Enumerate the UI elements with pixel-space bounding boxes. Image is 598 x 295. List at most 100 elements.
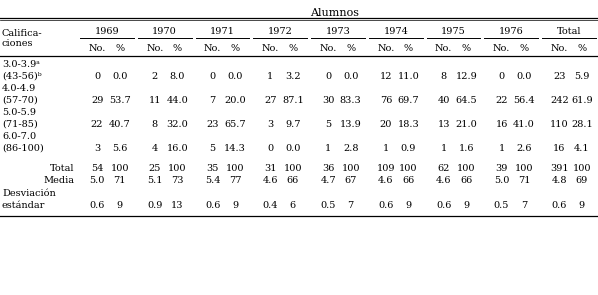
Text: 56.4: 56.4 — [513, 96, 535, 105]
Text: 100: 100 — [341, 164, 360, 173]
Text: 0.0: 0.0 — [285, 144, 301, 153]
Text: 5.9: 5.9 — [574, 72, 590, 81]
Text: 77: 77 — [229, 176, 242, 185]
Text: 6: 6 — [290, 201, 296, 210]
Text: 44.0: 44.0 — [166, 96, 188, 105]
Text: 39: 39 — [495, 164, 508, 173]
Text: 11: 11 — [148, 96, 161, 105]
Text: 100: 100 — [457, 164, 475, 173]
Text: 391: 391 — [550, 164, 569, 173]
Text: 1972: 1972 — [268, 27, 292, 36]
Text: 4.6: 4.6 — [263, 176, 278, 185]
Text: 0.6: 0.6 — [379, 201, 393, 210]
Text: Desviación: Desviación — [2, 189, 56, 198]
Text: 1971: 1971 — [210, 27, 235, 36]
Text: 28.1: 28.1 — [571, 120, 593, 129]
Text: ciones: ciones — [2, 39, 33, 48]
Text: 1975: 1975 — [441, 27, 466, 36]
Text: 0.4: 0.4 — [263, 201, 278, 210]
Text: 1976: 1976 — [499, 27, 524, 36]
Text: %: % — [346, 44, 355, 53]
Text: 61.9: 61.9 — [571, 96, 593, 105]
Text: 12: 12 — [380, 72, 392, 81]
Text: 23: 23 — [553, 72, 566, 81]
Text: 100: 100 — [111, 164, 129, 173]
Text: 1: 1 — [441, 144, 447, 153]
Text: 23: 23 — [206, 120, 219, 129]
Text: 100: 100 — [226, 164, 245, 173]
Text: 0: 0 — [325, 72, 331, 81]
Text: 9: 9 — [463, 201, 469, 210]
Text: 7: 7 — [521, 201, 527, 210]
Text: 0: 0 — [94, 72, 100, 81]
Text: 100: 100 — [572, 164, 591, 173]
Text: 29: 29 — [91, 96, 103, 105]
Text: 27: 27 — [264, 96, 277, 105]
Text: No.: No. — [146, 44, 163, 53]
Text: 83.3: 83.3 — [340, 96, 362, 105]
Text: 73: 73 — [171, 176, 184, 185]
Text: 32.0: 32.0 — [166, 120, 188, 129]
Text: 1: 1 — [325, 144, 331, 153]
Text: 0.6: 0.6 — [89, 201, 105, 210]
Text: No.: No. — [551, 44, 568, 53]
Text: 13: 13 — [171, 201, 184, 210]
Text: 71: 71 — [114, 176, 126, 185]
Text: 109: 109 — [377, 164, 395, 173]
Text: Califica-: Califica- — [2, 29, 42, 38]
Text: 2.8: 2.8 — [343, 144, 358, 153]
Text: 5.4: 5.4 — [205, 176, 221, 185]
Text: 1: 1 — [383, 144, 389, 153]
Text: 1969: 1969 — [94, 27, 119, 36]
Text: No.: No. — [204, 44, 221, 53]
Text: %: % — [288, 44, 297, 53]
Text: 21.0: 21.0 — [456, 120, 477, 129]
Text: 69: 69 — [576, 176, 588, 185]
Text: 0.0: 0.0 — [227, 72, 243, 81]
Text: 1: 1 — [267, 72, 273, 81]
Text: 110: 110 — [550, 120, 569, 129]
Text: 65.7: 65.7 — [224, 120, 246, 129]
Text: 4.6: 4.6 — [436, 176, 451, 185]
Text: %: % — [462, 44, 471, 53]
Text: (57-70): (57-70) — [2, 96, 38, 105]
Text: 0.5: 0.5 — [321, 201, 336, 210]
Text: 62: 62 — [438, 164, 450, 173]
Text: 100: 100 — [399, 164, 418, 173]
Text: No.: No. — [89, 44, 106, 53]
Text: 36: 36 — [322, 164, 334, 173]
Text: 0.5: 0.5 — [494, 201, 509, 210]
Text: %: % — [404, 44, 413, 53]
Text: 9: 9 — [579, 201, 585, 210]
Text: 4.1: 4.1 — [574, 144, 590, 153]
Text: 0: 0 — [209, 72, 216, 81]
Text: 11.0: 11.0 — [398, 72, 419, 81]
Text: 7: 7 — [209, 96, 216, 105]
Text: 100: 100 — [168, 164, 187, 173]
Text: Total: Total — [557, 27, 581, 36]
Text: 0.9: 0.9 — [401, 144, 416, 153]
Text: %: % — [173, 44, 182, 53]
Text: 4.7: 4.7 — [321, 176, 336, 185]
Text: (71-85): (71-85) — [2, 120, 38, 129]
Text: 14.3: 14.3 — [224, 144, 246, 153]
Text: 18.3: 18.3 — [398, 120, 419, 129]
Text: Alumnos: Alumnos — [310, 8, 359, 18]
Text: 1974: 1974 — [383, 27, 408, 36]
Text: 1970: 1970 — [152, 27, 177, 36]
Text: 40: 40 — [438, 96, 450, 105]
Text: 3: 3 — [94, 144, 100, 153]
Text: 20: 20 — [380, 120, 392, 129]
Text: 3.0-3.9ᵃ: 3.0-3.9ᵃ — [2, 60, 40, 69]
Text: 66: 66 — [402, 176, 414, 185]
Text: 13.9: 13.9 — [340, 120, 362, 129]
Text: 66: 66 — [460, 176, 472, 185]
Text: 1.6: 1.6 — [459, 144, 474, 153]
Text: 71: 71 — [518, 176, 530, 185]
Text: 4.8: 4.8 — [551, 176, 567, 185]
Text: 64.5: 64.5 — [456, 96, 477, 105]
Text: 100: 100 — [283, 164, 302, 173]
Text: 7: 7 — [347, 201, 354, 210]
Text: Media: Media — [43, 176, 74, 185]
Text: %: % — [231, 44, 240, 53]
